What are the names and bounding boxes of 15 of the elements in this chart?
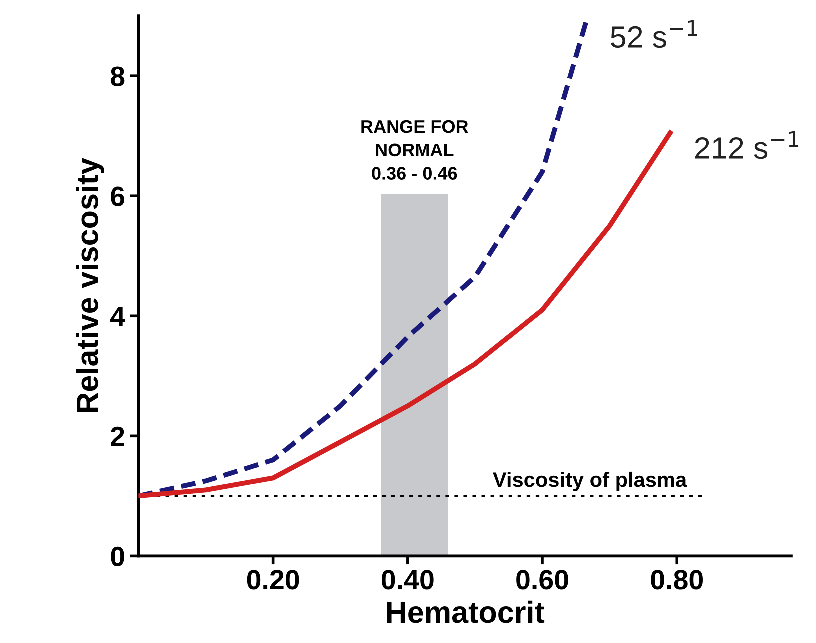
y-tick-label: 2 xyxy=(111,426,124,446)
y-tick-label: 8 xyxy=(110,66,125,86)
x-tick-label: 0.20 xyxy=(247,570,300,590)
ref-line-label: Viscosity of plasma xyxy=(493,472,688,492)
y-tick-label: 6 xyxy=(111,186,125,206)
y-axis-title: Relative viscosity xyxy=(76,158,105,412)
x-axis-title: Hematocrit xyxy=(387,600,545,624)
series-label: 52 s$^{−1}$ xyxy=(611,20,698,48)
series-label: 212 s$^{−1}$ xyxy=(695,132,799,160)
x-tick-label: 0.40 xyxy=(382,570,434,590)
y-tick-label: 0 xyxy=(111,546,124,567)
x-tick-label: 0.80 xyxy=(651,570,704,590)
x-tick-label: 0.60 xyxy=(516,570,568,590)
y-tick-label: 4 xyxy=(110,307,126,326)
band-label: RANGE FOR NORMAL 0.36 - 0.46 xyxy=(362,120,468,180)
